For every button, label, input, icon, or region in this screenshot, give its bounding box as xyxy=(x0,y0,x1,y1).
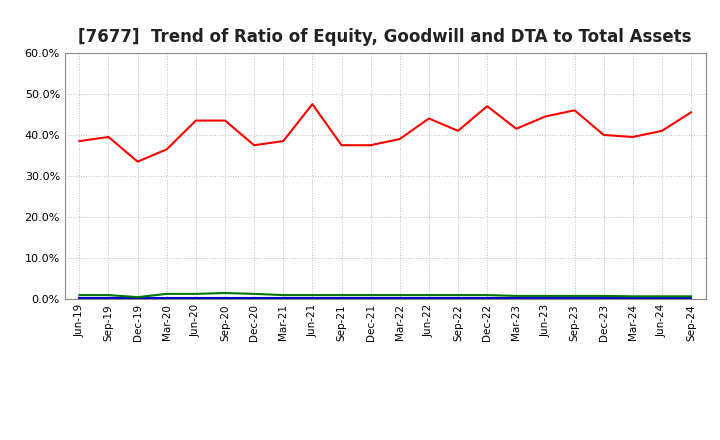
Equity xyxy=(425,116,433,121)
Goodwill xyxy=(104,295,113,301)
Goodwill xyxy=(308,295,317,301)
Goodwill xyxy=(541,295,550,301)
Equity xyxy=(512,126,521,132)
Deferred Tax Assets xyxy=(75,293,84,298)
Deferred Tax Assets xyxy=(687,293,696,299)
Equity xyxy=(192,118,200,123)
Goodwill xyxy=(366,295,375,301)
Line: Deferred Tax Assets: Deferred Tax Assets xyxy=(79,293,691,297)
Deferred Tax Assets xyxy=(250,291,258,297)
Deferred Tax Assets xyxy=(192,291,200,297)
Equity xyxy=(366,143,375,148)
Deferred Tax Assets xyxy=(570,293,579,299)
Equity xyxy=(133,159,142,164)
Equity xyxy=(337,143,346,148)
Equity xyxy=(250,143,258,148)
Goodwill xyxy=(75,295,84,301)
Deferred Tax Assets xyxy=(425,293,433,298)
Goodwill xyxy=(337,295,346,301)
Deferred Tax Assets xyxy=(483,293,492,298)
Title: [7677]  Trend of Ratio of Equity, Goodwill and DTA to Total Assets: [7677] Trend of Ratio of Equity, Goodwil… xyxy=(78,28,692,46)
Goodwill xyxy=(395,295,404,301)
Deferred Tax Assets xyxy=(279,293,287,298)
Goodwill xyxy=(570,295,579,301)
Deferred Tax Assets xyxy=(541,293,550,299)
Equity xyxy=(454,128,462,133)
Equity xyxy=(163,147,171,152)
Deferred Tax Assets xyxy=(220,290,229,296)
Equity xyxy=(75,139,84,144)
Goodwill xyxy=(192,295,200,301)
Goodwill xyxy=(425,295,433,301)
Equity xyxy=(279,139,287,144)
Equity xyxy=(220,118,229,123)
Line: Equity: Equity xyxy=(79,104,691,161)
Equity xyxy=(483,103,492,109)
Goodwill xyxy=(599,295,608,301)
Goodwill xyxy=(279,295,287,301)
Goodwill xyxy=(220,295,229,301)
Deferred Tax Assets xyxy=(104,293,113,298)
Equity xyxy=(629,134,637,139)
Goodwill xyxy=(163,295,171,301)
Deferred Tax Assets xyxy=(133,294,142,300)
Equity xyxy=(308,102,317,107)
Equity xyxy=(104,134,113,139)
Deferred Tax Assets xyxy=(629,293,637,299)
Equity xyxy=(599,132,608,138)
Deferred Tax Assets xyxy=(454,293,462,298)
Goodwill xyxy=(483,295,492,301)
Deferred Tax Assets xyxy=(308,293,317,298)
Equity xyxy=(541,114,550,119)
Equity xyxy=(687,110,696,115)
Equity xyxy=(657,128,666,133)
Equity xyxy=(395,136,404,142)
Goodwill xyxy=(629,295,637,301)
Deferred Tax Assets xyxy=(163,291,171,297)
Equity xyxy=(570,108,579,113)
Deferred Tax Assets xyxy=(395,293,404,298)
Goodwill xyxy=(133,295,142,301)
Goodwill xyxy=(454,295,462,301)
Deferred Tax Assets xyxy=(366,293,375,298)
Goodwill xyxy=(657,295,666,301)
Goodwill xyxy=(250,295,258,301)
Deferred Tax Assets xyxy=(512,293,521,299)
Deferred Tax Assets xyxy=(337,293,346,298)
Deferred Tax Assets xyxy=(599,293,608,299)
Goodwill xyxy=(512,295,521,301)
Deferred Tax Assets xyxy=(657,293,666,299)
Goodwill xyxy=(687,295,696,301)
